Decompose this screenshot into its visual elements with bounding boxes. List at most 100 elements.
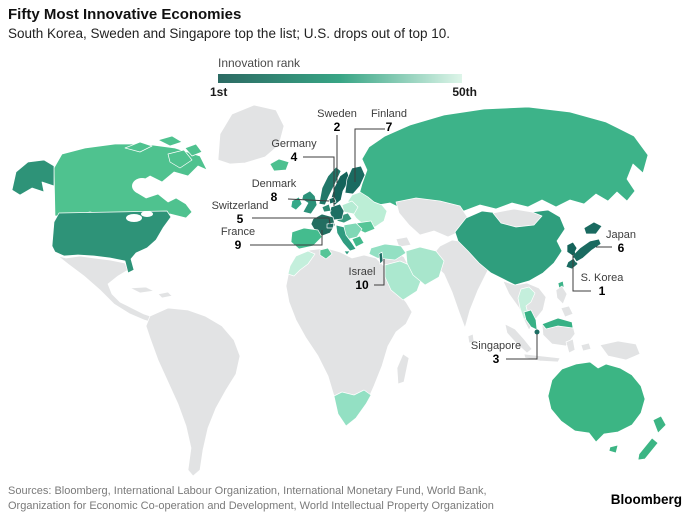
annotation-country: Sweden bbox=[317, 108, 357, 120]
leader-line-israel bbox=[374, 259, 385, 286]
annotation-country: Singapore bbox=[470, 340, 522, 352]
annotation-country: Denmark bbox=[251, 178, 297, 190]
annotation-sweden: Sweden 2 bbox=[297, 108, 377, 133]
leader-line-france bbox=[250, 230, 323, 246]
great-lakes-east bbox=[141, 211, 153, 217]
region-central-asia bbox=[395, 197, 469, 238]
region-sri-lanka bbox=[467, 333, 475, 344]
region-germany bbox=[329, 203, 345, 221]
region-sicily bbox=[343, 250, 351, 256]
south-korea-marker bbox=[571, 251, 575, 255]
legend-min-label: 1st bbox=[210, 85, 228, 99]
region-philippines-south bbox=[560, 305, 574, 318]
leader-lines bbox=[250, 128, 612, 360]
region-alaska bbox=[11, 159, 55, 196]
region-africa bbox=[285, 247, 413, 427]
region-mongolia bbox=[492, 208, 543, 228]
region-madagascar bbox=[396, 353, 410, 385]
region-mexico-central-america bbox=[57, 255, 169, 325]
region-norway bbox=[318, 166, 342, 206]
region-greece bbox=[351, 235, 365, 248]
region-hispaniola bbox=[157, 291, 173, 299]
leader-line-singapore bbox=[506, 334, 538, 360]
region-switzerland bbox=[326, 222, 335, 229]
leader-line-germany bbox=[303, 156, 335, 206]
singapore-marker bbox=[534, 329, 540, 335]
leader-line-switzerland bbox=[252, 217, 331, 225]
region-philippines-north bbox=[555, 285, 568, 305]
great-lakes bbox=[126, 214, 142, 222]
region-usa bbox=[51, 210, 172, 274]
annotation-rank: 1 bbox=[598, 284, 606, 298]
sources-line-1: Sources: Bloomberg, International Labour… bbox=[8, 485, 487, 497]
annotation-rank: 4 bbox=[290, 150, 298, 164]
region-iran bbox=[405, 246, 445, 286]
annotation-country: Germany bbox=[271, 138, 317, 150]
region-greenland bbox=[217, 104, 285, 165]
sources-note: Sources: Bloomberg, International Labour… bbox=[8, 484, 494, 514]
annotation-israel: Israel 10 bbox=[322, 266, 402, 291]
annotation-rank: 2 bbox=[333, 120, 341, 134]
region-israel bbox=[378, 251, 384, 265]
region-cuba bbox=[129, 286, 155, 294]
region-sulawesi bbox=[565, 338, 576, 354]
region-ireland bbox=[290, 196, 303, 211]
hudson-bay bbox=[132, 178, 152, 194]
region-australia bbox=[547, 361, 646, 443]
annotation-singapore: Singapore 3 bbox=[456, 340, 536, 365]
annotation-country: Switzerland bbox=[211, 200, 269, 212]
annotation-denmark: Denmark 8 bbox=[234, 178, 314, 203]
region-new-zealand-south bbox=[637, 437, 659, 461]
annotation-rank: 9 bbox=[234, 238, 242, 252]
leader-line-denmark bbox=[287, 198, 330, 202]
region-caucasus bbox=[395, 236, 412, 248]
annotation-germany: Germany 4 bbox=[254, 138, 334, 163]
annotation-finland: Finland 7 bbox=[349, 108, 429, 133]
annotation-rank: 6 bbox=[617, 241, 625, 255]
legend-max-label: 50th bbox=[452, 85, 477, 99]
annotation-country: France bbox=[220, 226, 256, 238]
annotation-rank: 7 bbox=[385, 120, 393, 134]
region-iceland bbox=[269, 158, 290, 172]
annotation-s-korea: S. Korea 1 bbox=[562, 272, 642, 297]
bloomberg-logo: Bloomberg bbox=[610, 492, 682, 507]
annotation-switzerland: Switzerland 5 bbox=[200, 200, 280, 225]
sources-line-2: Organization for Economic Co-operation a… bbox=[8, 500, 494, 512]
region-italy bbox=[335, 224, 357, 252]
region-uk bbox=[301, 190, 318, 215]
region-south-america bbox=[145, 307, 241, 477]
region-south-africa bbox=[333, 389, 372, 427]
annotation-country: Israel bbox=[348, 266, 376, 278]
annotation-france: France 9 bbox=[198, 226, 278, 251]
annotation-rank: 8 bbox=[270, 190, 278, 204]
region-maluku bbox=[580, 342, 592, 352]
legend-gradient-bar bbox=[218, 74, 462, 83]
annotation-rank: 3 bbox=[492, 352, 500, 366]
region-morocco bbox=[287, 250, 316, 277]
region-new-zealand-north bbox=[652, 415, 667, 434]
region-turkey bbox=[368, 243, 407, 261]
region-tasmania bbox=[608, 444, 619, 454]
annotation-rank: 5 bbox=[236, 212, 244, 226]
leader-line-s-korea bbox=[572, 254, 591, 292]
annotation-country: Japan bbox=[606, 229, 636, 241]
annotation-japan: Japan 6 bbox=[581, 229, 661, 254]
region-thailand bbox=[517, 286, 536, 321]
legend-title: Innovation rank bbox=[218, 56, 301, 70]
region-spain-portugal bbox=[290, 227, 323, 250]
region-benelux bbox=[321, 203, 332, 213]
region-sumatra bbox=[504, 323, 533, 354]
region-java bbox=[523, 353, 561, 363]
annotation-country: Finland bbox=[370, 108, 408, 120]
leader-line-finland bbox=[354, 128, 385, 182]
chart-title: Fifty Most Innovative Economies bbox=[8, 6, 242, 23]
region-arctic-islands bbox=[124, 135, 203, 169]
region-malaysia-borneo bbox=[541, 317, 574, 330]
region-tunisia bbox=[319, 247, 333, 260]
region-papua-new-guinea bbox=[599, 340, 641, 361]
chart-subtitle: South Korea, Sweden and Singapore top th… bbox=[8, 26, 451, 41]
world-map bbox=[11, 104, 667, 477]
annotation-rank: 10 bbox=[355, 278, 369, 292]
annotation-country: S. Korea bbox=[580, 272, 624, 284]
